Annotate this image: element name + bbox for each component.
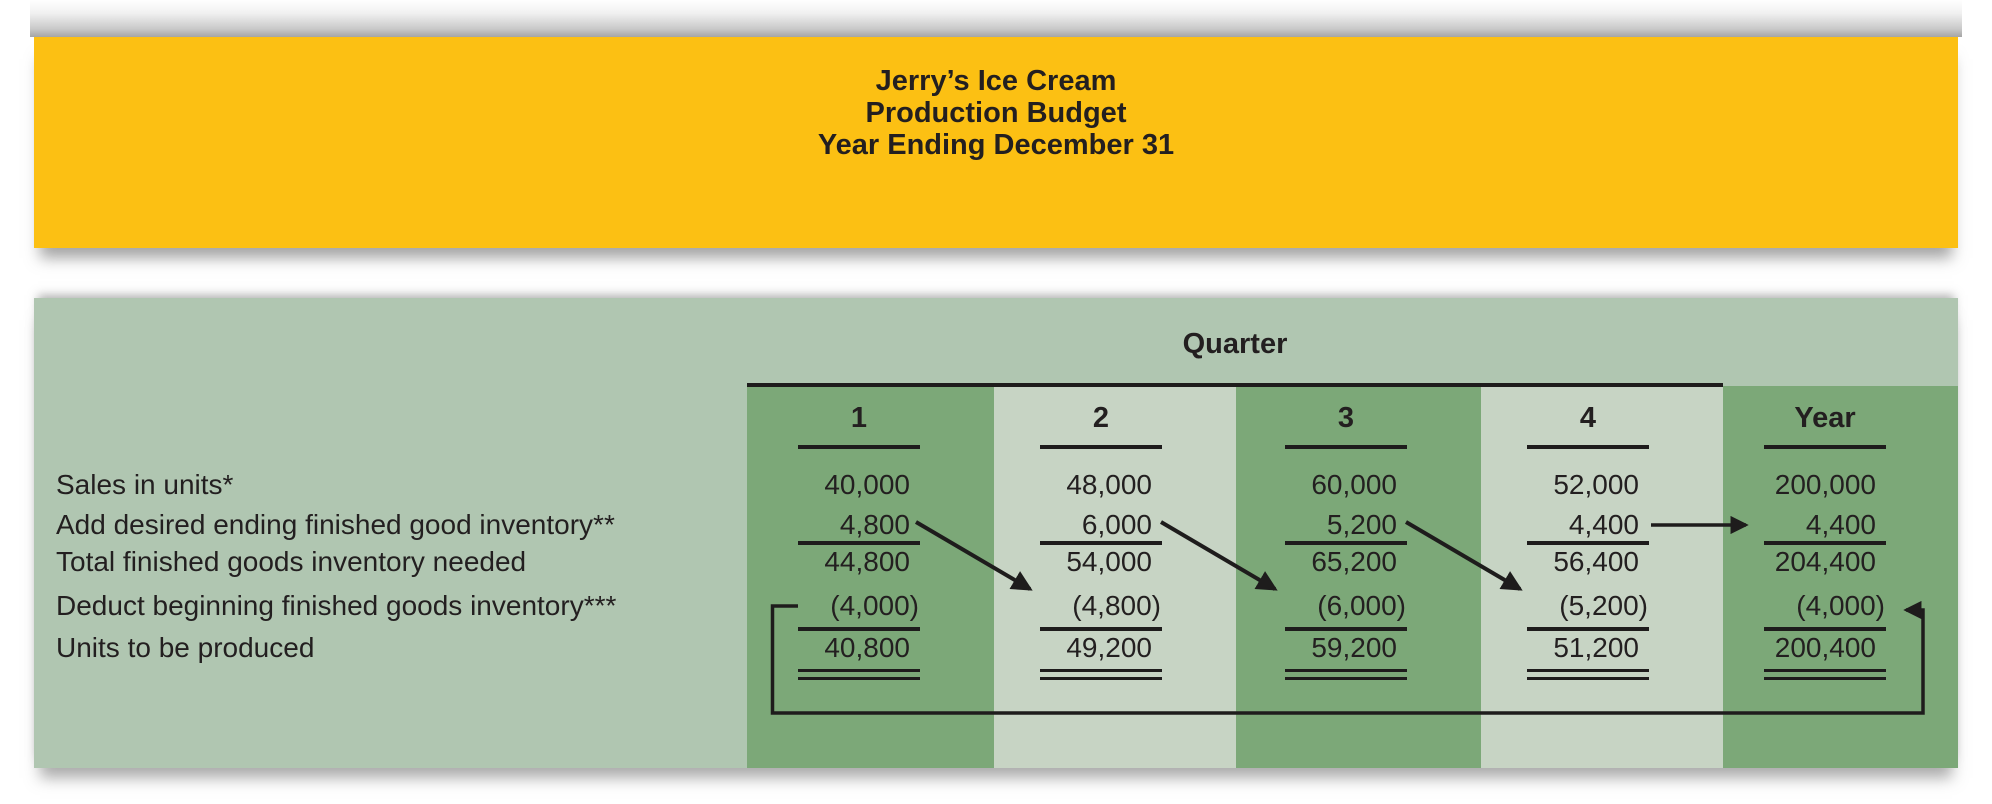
- column-header-q4: 4: [1579, 402, 1597, 434]
- double-rule: [1040, 669, 1162, 672]
- cell-beginning-q1: (4,000): [830, 590, 919, 621]
- cell-ending-q1: 4,800: [839, 509, 910, 540]
- column-header-year: Year: [1794, 402, 1856, 434]
- column-header-q1: 1: [850, 402, 868, 434]
- sum-rule: [798, 541, 920, 545]
- header-underline: [1527, 445, 1649, 449]
- cell-ending-q3: 5,200: [1326, 509, 1397, 540]
- company-name: Jerry’s Ice Cream: [875, 65, 1117, 97]
- cell-sales-q2: 48,000: [1066, 469, 1152, 500]
- top-shadow: [30, 0, 1962, 37]
- sum-rule: [1527, 541, 1649, 545]
- column-stripe-q1: [747, 386, 994, 768]
- double-rule: [1764, 669, 1886, 672]
- column-stripe-q2: [994, 386, 1236, 768]
- cell-total-year: 204,400: [1774, 546, 1876, 577]
- quarter-underline: [747, 383, 1723, 387]
- column-header-q2: 2: [1092, 402, 1110, 434]
- cell-sales-q1: 40,000: [824, 469, 910, 500]
- row-label-sales: Sales in units*: [56, 469, 234, 500]
- cell-beginning-q2: (4,800): [1072, 590, 1161, 621]
- header-underline: [798, 445, 920, 449]
- sum-rule: [1040, 627, 1162, 631]
- cell-total-q4: 56,400: [1553, 546, 1639, 577]
- cell-total-q2: 54,000: [1066, 546, 1152, 577]
- double-rule: [1764, 677, 1886, 680]
- row-label-beginning-inv: Deduct beginning finished goods inventor…: [56, 590, 617, 621]
- report-title: Production Budget: [865, 97, 1127, 129]
- column-header-q3: 3: [1337, 402, 1355, 434]
- column-stripe-q4: [1481, 386, 1723, 768]
- cell-beginning-q4: (5,200): [1559, 590, 1648, 621]
- sum-rule: [1285, 627, 1407, 631]
- sum-rule: [1764, 627, 1886, 631]
- row-label-total-needed: Total finished goods inventory needed: [56, 546, 527, 577]
- double-rule: [1040, 677, 1162, 680]
- sum-rule: [1285, 541, 1407, 545]
- cell-ending-q2: 6,000: [1081, 509, 1152, 540]
- cell-ending-q4: 4,400: [1568, 509, 1639, 540]
- sum-rule: [798, 627, 920, 631]
- double-rule: [1527, 669, 1649, 672]
- header-underline: [1040, 445, 1162, 449]
- cell-beginning-year: (4,000): [1796, 590, 1885, 621]
- cell-produced-q4: 51,200: [1553, 632, 1639, 663]
- row-label-units-produced: Units to be produced: [56, 632, 315, 663]
- column-stripe-year: [1723, 386, 1958, 768]
- cell-total-q1: 44,800: [824, 546, 910, 577]
- cell-sales-year: 200,000: [1774, 469, 1876, 500]
- header-underline: [1764, 445, 1886, 449]
- cell-sales-q3: 60,000: [1311, 469, 1397, 500]
- row-label-ending-inv: Add desired ending finished good invento…: [56, 509, 615, 540]
- report-period: Year Ending December 31: [817, 129, 1175, 161]
- double-rule: [798, 677, 920, 680]
- sum-rule: [1764, 541, 1886, 545]
- cell-total-q3: 65,200: [1311, 546, 1397, 577]
- double-rule: [1285, 669, 1407, 672]
- sum-rule: [1040, 541, 1162, 545]
- production-budget-table: Quarter 1 2 3 4 Year Sales in units* Add…: [34, 298, 1958, 768]
- cell-produced-q3: 59,200: [1311, 632, 1397, 663]
- column-stripe-q3: [1236, 386, 1481, 768]
- double-rule: [1285, 677, 1407, 680]
- cell-produced-q2: 49,200: [1066, 632, 1152, 663]
- sum-rule: [1527, 627, 1649, 631]
- cell-beginning-q3: (6,000): [1317, 590, 1406, 621]
- cell-ending-year: 4,400: [1805, 509, 1876, 540]
- cell-sales-q4: 52,000: [1553, 469, 1639, 500]
- double-rule: [798, 669, 920, 672]
- header-underline: [1285, 445, 1407, 449]
- title-box: Jerry’s Ice Cream Production Budget Year…: [34, 37, 1958, 248]
- double-rule: [1527, 677, 1649, 680]
- quarter-header: Quarter: [1182, 328, 1288, 360]
- cell-produced-year: 200,400: [1774, 632, 1876, 663]
- cell-produced-q1: 40,800: [824, 632, 910, 663]
